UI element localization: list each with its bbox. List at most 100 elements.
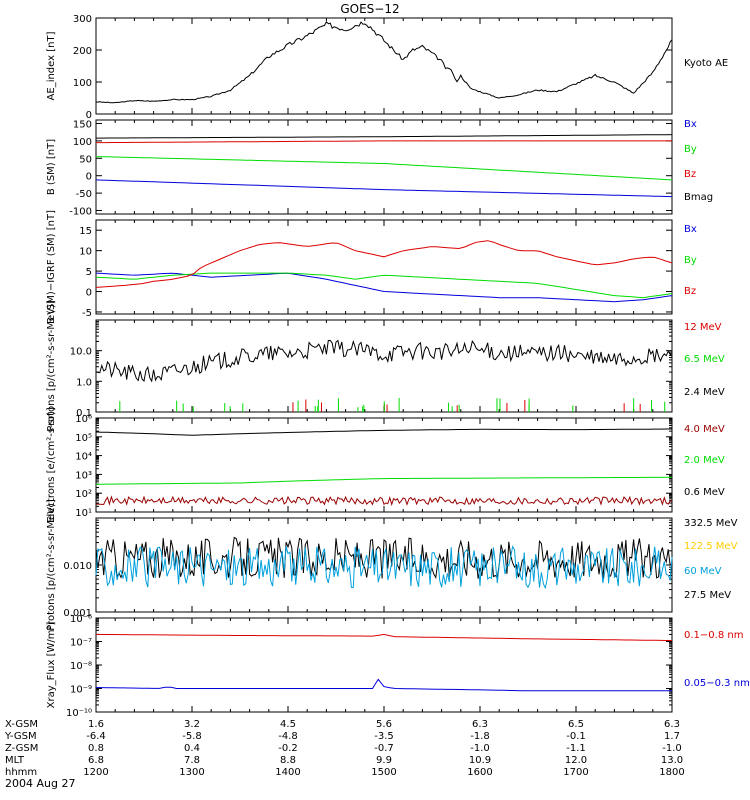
series-line bbox=[95, 495, 673, 507]
series-line bbox=[96, 134, 673, 139]
y-tick-label: 0 bbox=[86, 172, 92, 183]
y-axis-label: Xray_Flux [W/m²] bbox=[46, 622, 57, 709]
y-tick-label: 200 bbox=[73, 46, 92, 57]
y-tick-label: 100 bbox=[73, 137, 92, 148]
footer-value: 9.9 bbox=[376, 755, 392, 766]
footer-value: 8.8 bbox=[280, 755, 296, 766]
panel-frame bbox=[95, 119, 673, 215]
series-line bbox=[96, 476, 672, 485]
panel-1: 0 100 200 300 AE_index [nT] Kyoto AE bbox=[46, 14, 728, 121]
footer-value: 1500 bbox=[371, 767, 396, 778]
legend-entry: 2.0 MeV bbox=[684, 455, 725, 466]
y-tick-label: 10⁻¹⁰ bbox=[66, 708, 92, 719]
y-tick-label: 10 bbox=[79, 247, 92, 258]
y-tick-label: 10⁻⁹ bbox=[70, 685, 92, 696]
footer-value: 13.0 bbox=[661, 755, 683, 766]
legend-entry: By bbox=[684, 144, 697, 155]
panel-frame bbox=[95, 319, 673, 413]
footer-value: -3.5 bbox=[374, 731, 394, 742]
footer-value: -1.1 bbox=[566, 743, 586, 754]
legend-entry: Bmag bbox=[684, 192, 713, 203]
footer-value: 0.4 bbox=[184, 743, 200, 754]
y-tick-label: 10³ bbox=[75, 470, 92, 481]
footer-row-label: X-GSM bbox=[5, 719, 38, 730]
chart-title: GOES−12 bbox=[340, 2, 399, 16]
footer-value: 12.0 bbox=[565, 755, 587, 766]
footer-row-label: Z-GSM bbox=[5, 743, 38, 754]
series-line bbox=[95, 240, 673, 288]
y-tick-label: 300 bbox=[73, 14, 92, 25]
y-axis-label: Protons [p/(cm²-s-sr-MeV)] bbox=[46, 300, 57, 432]
footer-value: -0.1 bbox=[566, 731, 586, 742]
footer-value: 1.7 bbox=[664, 731, 680, 742]
y-tick-label: 10⁶ bbox=[75, 414, 92, 425]
y-tick-label: 0.001 bbox=[63, 608, 92, 619]
y-tick-label: 0 bbox=[86, 110, 92, 121]
footer-row-label: Y-GSM bbox=[4, 731, 37, 742]
footer-value: -6.4 bbox=[86, 731, 106, 742]
y-tick-label: 10⁻⁷ bbox=[70, 638, 92, 649]
y-tick-label: 50 bbox=[79, 154, 92, 165]
footer-value: -5.8 bbox=[182, 731, 202, 742]
series-line bbox=[95, 156, 673, 181]
y-axis-label: Protons [p/(cm²-s-sr-MeV)] bbox=[46, 499, 57, 631]
y-axis-label: AE_index [nT] bbox=[46, 31, 57, 100]
series-line bbox=[95, 339, 673, 383]
series-line bbox=[95, 633, 672, 641]
footer-value: -0.7 bbox=[374, 743, 394, 754]
legend-entry: 4.0 MeV bbox=[684, 424, 725, 435]
y-tick-label: 10¹ bbox=[75, 508, 92, 519]
footer-value: 1800 bbox=[659, 767, 684, 778]
footer-value: 1700 bbox=[563, 767, 588, 778]
y-tick-label: 150 bbox=[73, 119, 92, 130]
footer-value: 1600 bbox=[467, 767, 492, 778]
legend-entry: 60 MeV bbox=[684, 566, 722, 577]
series-line bbox=[95, 179, 673, 198]
y-tick-label: 0 bbox=[86, 288, 92, 299]
footer-value: -1.0 bbox=[470, 743, 490, 754]
footer-row-label: hhmm bbox=[5, 767, 37, 778]
y-tick-label: 10.0 bbox=[70, 347, 92, 358]
footer-value: -1.0 bbox=[662, 743, 682, 754]
y-tick-label: 15 bbox=[79, 226, 92, 237]
legend-entry: 122.5 MeV bbox=[684, 541, 738, 552]
panel-frame bbox=[95, 517, 673, 613]
panel-5: 10¹ 10² 10³ 10⁴ 10⁵ 10⁶ Electrons [e/(cm²-s-sr… bbox=[46, 407, 725, 523]
series-line bbox=[95, 536, 673, 580]
footer-value: 6.5 bbox=[568, 719, 584, 730]
series-line bbox=[95, 678, 672, 692]
footer-value: -1.8 bbox=[470, 731, 490, 742]
panel-7: 10⁻¹⁰ 10⁻⁹ 10⁻⁸ 10⁻⁷ 10⁻⁶ Xray_Flux [W/m²] 0.1… bbox=[46, 614, 750, 719]
footer-value: 1200 bbox=[83, 767, 108, 778]
y-tick-label: 100 bbox=[73, 78, 92, 89]
legend-entry: 332.5 MeV bbox=[684, 518, 738, 529]
y-axis-label: B (SM) [nT] bbox=[46, 139, 57, 195]
series-line bbox=[95, 428, 672, 436]
footer-value: 7.8 bbox=[184, 755, 200, 766]
y-tick-label: 0.1 bbox=[76, 408, 92, 419]
legend-entry: Bx bbox=[684, 224, 697, 235]
footer-value: 0.8 bbox=[88, 743, 104, 754]
panel-6: 0.001 0.010 Protons [p/(cm²-s-sr-MeV)] 332.… bbox=[46, 499, 738, 631]
legend-entry: Bz bbox=[684, 286, 696, 297]
series-line bbox=[95, 545, 673, 590]
footer-value: 1400 bbox=[275, 767, 300, 778]
legend-entry: Kyoto AE bbox=[684, 58, 728, 69]
y-tick-label: 10⁴ bbox=[75, 452, 92, 463]
legend-entry: Bx bbox=[684, 119, 697, 130]
legend-entry: 2.4 MeV bbox=[684, 387, 725, 398]
y-tick-label: 1.0 bbox=[76, 377, 92, 388]
y-axis-label: Electrons [e/(cm²-s-sr)] bbox=[46, 407, 57, 523]
footer-value: 4.5 bbox=[280, 719, 296, 730]
legend-entry: 27.5 MeV bbox=[684, 590, 731, 601]
y-tick-label: 10⁻⁸ bbox=[70, 661, 92, 672]
footer-value: 6.3 bbox=[664, 719, 680, 730]
footer-row-label: MLT bbox=[5, 755, 25, 766]
series-line bbox=[95, 20, 673, 104]
legend-entry: 6.5 MeV bbox=[684, 354, 725, 365]
legend-entry: 12 MeV bbox=[684, 322, 722, 333]
date-label: 2004 Aug 27 bbox=[5, 777, 75, 790]
footer-value: 3.2 bbox=[184, 719, 200, 730]
legend-entry: 0.1−0.8 nm bbox=[684, 630, 743, 641]
legend-entry: 0.6 MeV bbox=[684, 487, 725, 498]
